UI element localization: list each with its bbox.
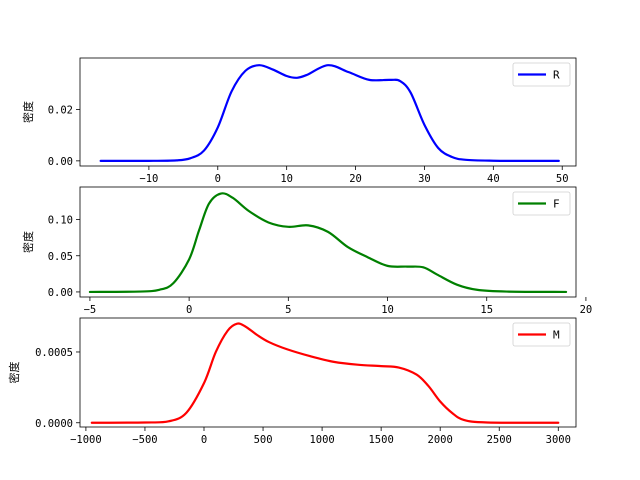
y-tick-label: 0.0000 [35, 418, 73, 430]
x-tick-label: 0 [186, 304, 192, 316]
axes-frame-f [79, 186, 577, 298]
legend-m: M [512, 322, 571, 347]
subplot-r: −10 0 10 20 30 40 50 0.00 0.02 密度 R [21, 57, 577, 185]
y-tick-label: 0.00 [48, 287, 73, 299]
axes-frame-r [79, 57, 577, 167]
y-axis-label: 密度 [21, 231, 35, 253]
x-tick-label: 1000 [309, 434, 334, 446]
x-tick-label: 15 [480, 304, 493, 316]
x-tick-label: 2000 [428, 434, 453, 446]
x-tick-label: 20 [580, 304, 593, 316]
x-tick-label: 5 [285, 304, 291, 316]
legend-f: F [512, 191, 571, 216]
legend-label: R [553, 69, 560, 82]
x-tick-label: 0 [215, 173, 221, 185]
x-tick-label: 30 [418, 173, 431, 185]
x-tick-label: 40 [487, 173, 500, 185]
x-tick-label: −1000 [70, 434, 102, 446]
subplot-f: −5 0 5 10 15 20 0.00 0.05 0.10 密度 F [21, 186, 593, 316]
x-tick-label: −10 [139, 173, 158, 185]
x-tick-label: 20 [349, 173, 362, 185]
legend-label: M [553, 329, 560, 342]
series-line-r [99, 64, 560, 162]
y-tick-label: 0.0005 [35, 347, 73, 359]
x-tick-label: 10 [280, 173, 293, 185]
x-tick-label: 3000 [546, 434, 571, 446]
legend-label: F [553, 198, 560, 211]
y-axis-label: 密度 [7, 362, 21, 384]
series-line-f [88, 192, 568, 294]
subplot-m: −1000 −500 0 500 1000 1500 2000 2500 3000 0.0000 0… [7, 317, 577, 446]
y-tick-label: 0.00 [48, 156, 73, 168]
x-tick-label: 1500 [368, 434, 393, 446]
x-tick-label: −500 [132, 434, 157, 446]
y-tick-label: 0.02 [48, 104, 73, 116]
x-tick-label: 2500 [487, 434, 512, 446]
axes-frame-m [79, 317, 577, 428]
y-axis-label: 密度 [21, 101, 35, 123]
x-tick-label: 10 [381, 304, 394, 316]
x-tick-label: −5 [84, 304, 97, 316]
series-line-m [90, 322, 560, 424]
x-tick-label: 50 [556, 173, 569, 185]
x-tick-label: 0 [201, 434, 207, 446]
y-tick-label: 0.05 [48, 251, 73, 263]
x-tick-label: 500 [254, 434, 273, 446]
y-tick-label: 0.10 [48, 215, 73, 227]
legend-r: R [512, 62, 571, 87]
